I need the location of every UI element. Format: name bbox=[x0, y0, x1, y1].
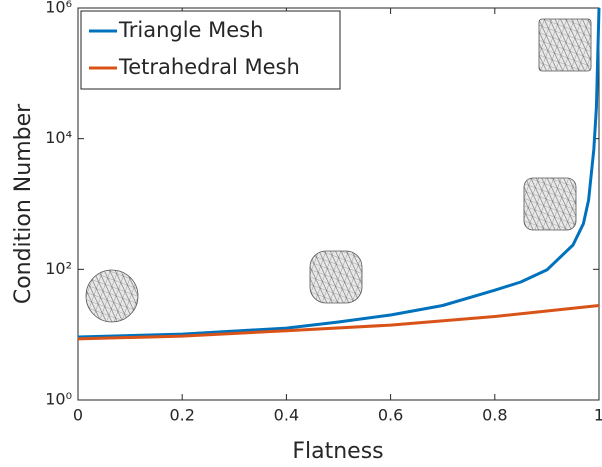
series-line bbox=[77, 304, 600, 341]
cube-icon-1 bbox=[309, 250, 363, 304]
x-tick-label: 1 bbox=[594, 406, 602, 425]
sphere-icon bbox=[85, 269, 139, 323]
y-tick-label: 10⁰ bbox=[45, 390, 72, 409]
x-tick-label: 0.8 bbox=[482, 406, 507, 425]
y-tick-label: 10⁴ bbox=[45, 128, 72, 147]
y-axis-label: Condition Number bbox=[11, 103, 36, 304]
x-tick-label: 0.2 bbox=[169, 406, 194, 425]
cube-icon-3 bbox=[538, 18, 592, 72]
x-tick-label: 0.4 bbox=[274, 406, 299, 425]
series-line bbox=[77, 7, 601, 339]
plot-frame bbox=[77, 7, 600, 401]
legend: Triangle Mesh Tetrahedral Mesh bbox=[80, 10, 341, 90]
legend-label: Tetrahedral Mesh bbox=[118, 55, 300, 79]
x-tick-label: 0 bbox=[73, 406, 83, 425]
x-tick-label: 0.6 bbox=[378, 406, 403, 425]
x-axis-label: Flatness bbox=[292, 439, 383, 464]
y-tick-label: 10⁶ bbox=[45, 0, 72, 17]
legend-box bbox=[80, 10, 341, 90]
legend-label: Triangle Mesh bbox=[118, 18, 263, 42]
mesh-icons bbox=[85, 18, 592, 323]
cube-icon-2 bbox=[523, 177, 577, 231]
y-tick-label: 10² bbox=[45, 259, 72, 278]
